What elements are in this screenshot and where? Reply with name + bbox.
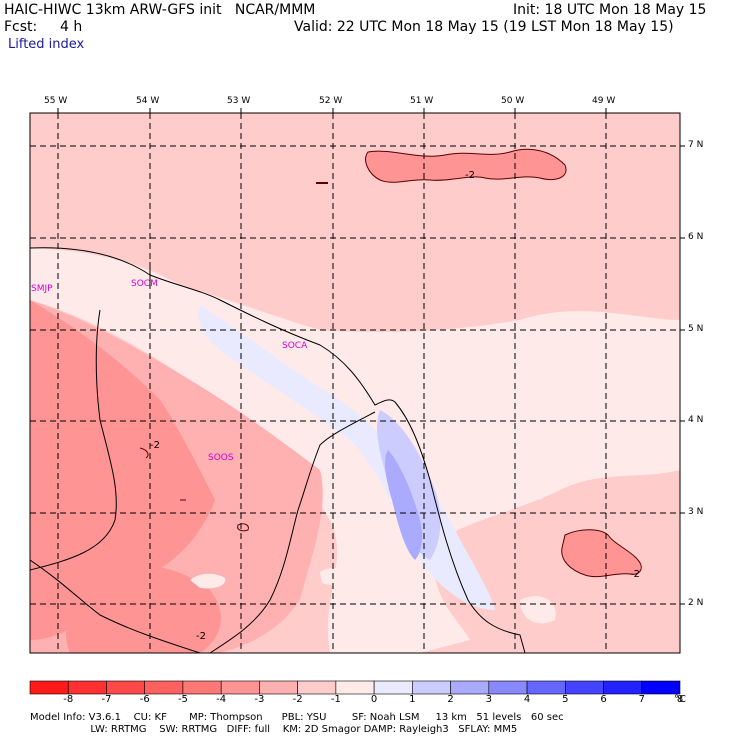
lat-label-4n: 4 N	[688, 415, 704, 425]
colorbar-tick-label: 4	[523, 694, 531, 705]
field-unstable-core	[30, 300, 215, 640]
colorbar-tick-label: -2	[292, 694, 303, 705]
lon-label-50w: 50 W	[501, 96, 525, 106]
contour-label: -2	[630, 569, 640, 580]
model-info-line1: Model Info: V3.6.1 CU: KF MP: Thompson P…	[30, 712, 564, 723]
lat-label-6n: 6 N	[688, 232, 704, 242]
lon-label-52w: 52 W	[319, 96, 343, 106]
colorbar-tick-label: 3	[485, 694, 492, 705]
field-name: Lifted index	[8, 37, 85, 52]
lon-label-55w: 55 W	[44, 96, 68, 106]
contour-ne-patch	[365, 148, 567, 183]
field-light-patch-3	[520, 596, 556, 624]
colorbar-tick-label: -1	[330, 694, 341, 705]
init-time: Init: 18 UTC Mon 18 May 15	[513, 2, 707, 18]
coastline	[30, 247, 526, 653]
colorbar-tick-label: 2	[447, 694, 454, 705]
border-french-guiana-suriname	[209, 411, 376, 653]
field-unstable-south	[66, 566, 221, 653]
contour-mark-3	[237, 523, 249, 532]
colorbar-tick-label: -4	[216, 694, 227, 705]
colorbar-tick-label: -3	[254, 694, 265, 705]
axis-ticks	[57, 108, 685, 605]
plot-title: HAIC-HIWC 13km ARW-GFS init NCAR/MMM	[4, 2, 316, 18]
colorbar-tick-label: -5	[177, 694, 188, 705]
lon-label-49w: 49 W	[592, 96, 616, 106]
field-light-patch-2	[320, 568, 350, 586]
contour-label: -2	[196, 631, 206, 642]
lon-label-51w: 51 W	[410, 96, 434, 106]
field-light-patch	[190, 573, 226, 589]
valid-time: Valid: 22 UTC Mon 18 May 15 (19 LST Mon …	[294, 19, 674, 35]
field-near-zero	[30, 248, 680, 653]
lon-label-54w: 54 W	[136, 96, 160, 106]
colorbar-tick-label: -6	[139, 694, 150, 705]
contour-mark-2	[139, 447, 149, 459]
colorbar-tick-label: 6	[600, 694, 607, 705]
colorbar-tick-label: -8	[63, 694, 74, 705]
border-south	[30, 559, 201, 653]
lat-label-5n: 5 N	[688, 324, 704, 334]
lat-label-7n: 7 N	[688, 140, 704, 150]
station-soos: SOOS	[208, 453, 234, 463]
contour-label: -2	[150, 440, 160, 451]
station-socm: SOCM	[131, 279, 158, 289]
lat-label-3n: 3 N	[688, 507, 704, 517]
station-soca: SOCA	[282, 341, 308, 351]
lat-label-2n: 2 N	[688, 598, 704, 608]
colorbar-tick-label: 5	[562, 694, 569, 705]
colorbar-tick-label: -7	[101, 694, 112, 705]
map-frame	[29, 112, 681, 654]
colorbar-tick-label: 7	[638, 694, 645, 705]
colorbar-unit: °C	[674, 694, 686, 705]
colorbar-tick-label: 8	[676, 694, 684, 705]
station-smjp: SMJP	[31, 284, 53, 294]
colorbar-tick-label: 0	[370, 694, 378, 705]
model-info-line2: LW: RRTMG SW: RRTMG DIFF: full KM: 2D Sm…	[30, 724, 518, 735]
field-near-zero-east	[511, 311, 680, 500]
field-positive-core	[377, 410, 441, 560]
forecast-hour: 4 h	[60, 19, 83, 35]
contour-label: -2	[465, 170, 475, 181]
field-positive-max	[385, 450, 423, 560]
lon-label-53w: 53 W	[227, 96, 251, 106]
graticule	[30, 113, 680, 653]
colorbar-tick-label: 1	[409, 694, 416, 705]
border-suriname-guyana	[30, 309, 117, 571]
forecast-label: Fcst:	[4, 19, 38, 35]
